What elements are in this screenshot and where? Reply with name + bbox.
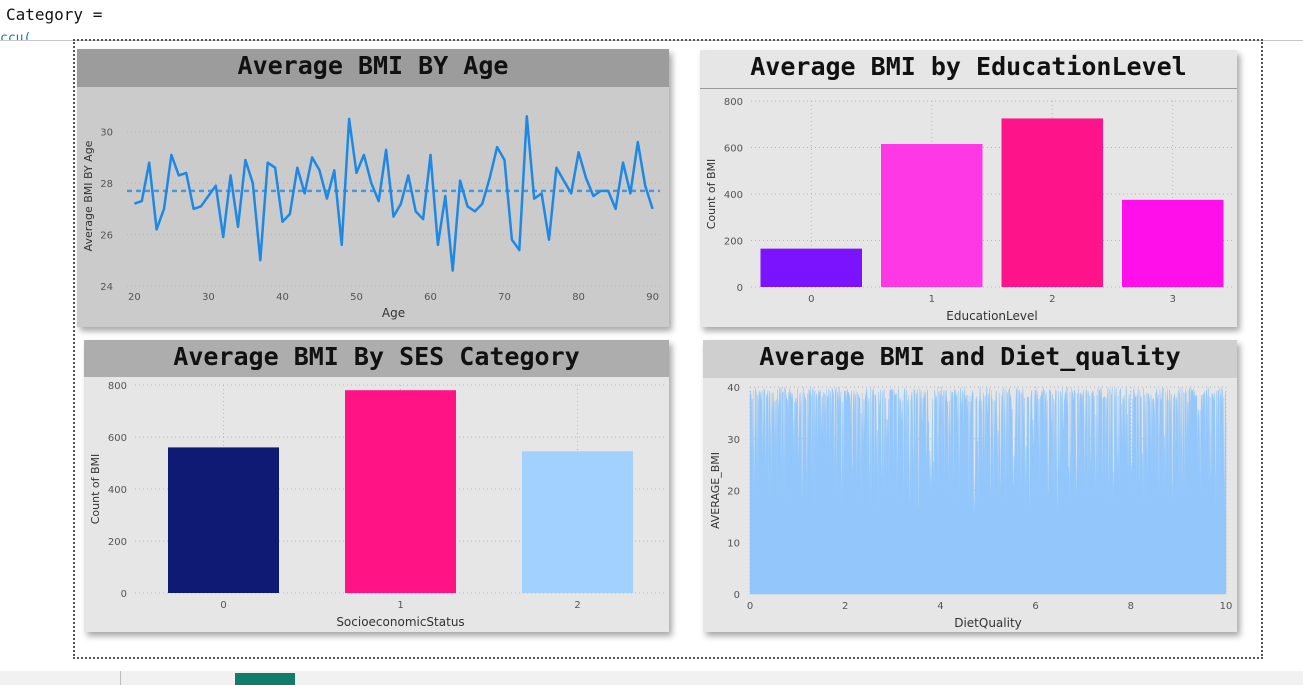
- diet-x-axis-label: DietQuality: [954, 616, 1022, 630]
- diet-chart-svg: 0 10 20 30 40 0 2 4 6 8 10 DietQuality AVERAGE_BMI: [709, 383, 1233, 630]
- education-x-tick-label: 2: [1049, 294, 1055, 305]
- diet-x-tick-label: 8: [1128, 601, 1134, 612]
- age-chart-svg: 24 26 28 30 20 30 40 50 60 70 80 90 Age Average BMI B…: [82, 115, 660, 320]
- ses-x-axis-label: SocioeconomicStatus: [336, 615, 464, 629]
- diet-x-tick-label: 2: [842, 601, 848, 612]
- ses-bar-0: [168, 447, 279, 593]
- age-x-tick-label: 70: [498, 292, 511, 303]
- age-x-tick-label: 60: [424, 292, 437, 303]
- formula-bar[interactable]: Category = ccu(: [0, 0, 1303, 41]
- ses-y-tick-label: 800: [108, 381, 127, 392]
- education-chart-svg: 0 200 400 600 800 0 1 2 3 EducationLevel Count of …: [705, 97, 1233, 323]
- education-bar-1: [881, 144, 983, 287]
- ses-y-tick-label: 600: [108, 433, 127, 444]
- diet-y-tick-label: 0: [734, 590, 740, 601]
- education-y-axis-label: Count of BMI: [705, 159, 718, 230]
- education-y-tick-label: 600: [724, 144, 743, 155]
- formula-text[interactable]: Category =: [6, 5, 103, 24]
- age-x-axis-label: Age: [382, 306, 405, 320]
- education-bar-chart-panel[interactable]: Average BMI by EducationLevel 0 200 400 600…: [700, 50, 1237, 327]
- ses-bar-1: [345, 390, 456, 593]
- diet-chart-title: Average BMI and Diet_quality: [703, 340, 1237, 378]
- ses-y-tick-label: 0: [121, 589, 127, 600]
- ses-bar-chart-panel[interactable]: Average BMI By SES Category 0 200 400 600 80…: [84, 340, 669, 632]
- age-y-axis-label: Average BMI BY Age: [82, 140, 95, 251]
- age-x-tick-label: 50: [350, 292, 363, 303]
- ses-x-tick-label: 1: [397, 600, 403, 611]
- age-x-tick-label: 30: [202, 292, 215, 303]
- education-y-tick-label: 200: [724, 237, 743, 248]
- diet-y-tick-label: 30: [727, 435, 740, 446]
- age-y-tick-label: 30: [100, 128, 113, 139]
- ses-y-axis-label: Count of BMI: [89, 454, 102, 525]
- ses-chart-title: Average BMI By SES Category: [84, 340, 669, 377]
- diet-y-tick-label: 20: [727, 487, 740, 498]
- education-x-axis-label: EducationLevel: [946, 309, 1037, 323]
- age-series-line: [133, 115, 654, 272]
- education-bar-2: [1001, 118, 1103, 287]
- active-sheet-tab[interactable]: [235, 673, 295, 685]
- education-chart-title: Average BMI by EducationLevel: [700, 50, 1237, 89]
- age-chart-title: Average BMI BY Age: [77, 49, 669, 87]
- education-y-tick-label: 400: [724, 190, 743, 201]
- formula-next-line: ccu(: [0, 31, 32, 40]
- diet-area-chart-panel[interactable]: Average BMI and Diet_quality 0 10 20 30 40 0 2…: [703, 340, 1237, 632]
- ses-x-tick-label: 2: [574, 600, 580, 611]
- diet-x-tick-label: 10: [1220, 601, 1233, 612]
- diet-y-tick-label: 40: [727, 383, 740, 394]
- report-canvas-frame: [73, 39, 1263, 659]
- diet-x-tick-label: 4: [937, 601, 943, 612]
- diet-area-series: [749, 386, 1227, 595]
- education-y-tick-label: 0: [737, 283, 743, 294]
- diet-x-tick-label: 6: [1032, 601, 1038, 612]
- age-x-tick-label: 20: [128, 292, 141, 303]
- diet-y-tick-label: 10: [727, 538, 740, 549]
- age-y-tick-label: 24: [100, 282, 113, 293]
- age-y-tick-label: 28: [100, 179, 113, 190]
- education-bar-3: [1122, 199, 1224, 287]
- education-bar-0: [760, 248, 862, 287]
- ses-chart-svg: 0 200 400 600 800 0 1 2 SocioeconomicStatus Count…: [89, 381, 666, 629]
- diet-x-tick-label: 0: [747, 601, 753, 612]
- ses-y-tick-label: 200: [108, 537, 127, 548]
- sheet-tabs-bar: [0, 671, 1303, 685]
- education-x-tick-label: 1: [929, 294, 935, 305]
- ses-x-tick-label: 0: [220, 600, 226, 611]
- age-line-chart-panel[interactable]: Average BMI BY Age 24 26 28 30 20 30 40 50 60 70 8…: [77, 49, 669, 327]
- education-x-tick-label: 3: [1170, 294, 1176, 305]
- age-y-tick-label: 26: [100, 231, 113, 242]
- ses-y-tick-label: 400: [108, 485, 127, 496]
- sheet-tabs-separator: [120, 671, 121, 685]
- ses-bar-2: [522, 451, 633, 593]
- diet-y-axis-label: AVERAGE_BMI: [709, 452, 722, 529]
- education-x-tick-label: 0: [808, 294, 814, 305]
- age-x-tick-label: 40: [276, 292, 289, 303]
- education-y-tick-label: 800: [724, 97, 743, 108]
- age-x-tick-label: 80: [572, 292, 585, 303]
- age-x-tick-label: 90: [646, 292, 659, 303]
